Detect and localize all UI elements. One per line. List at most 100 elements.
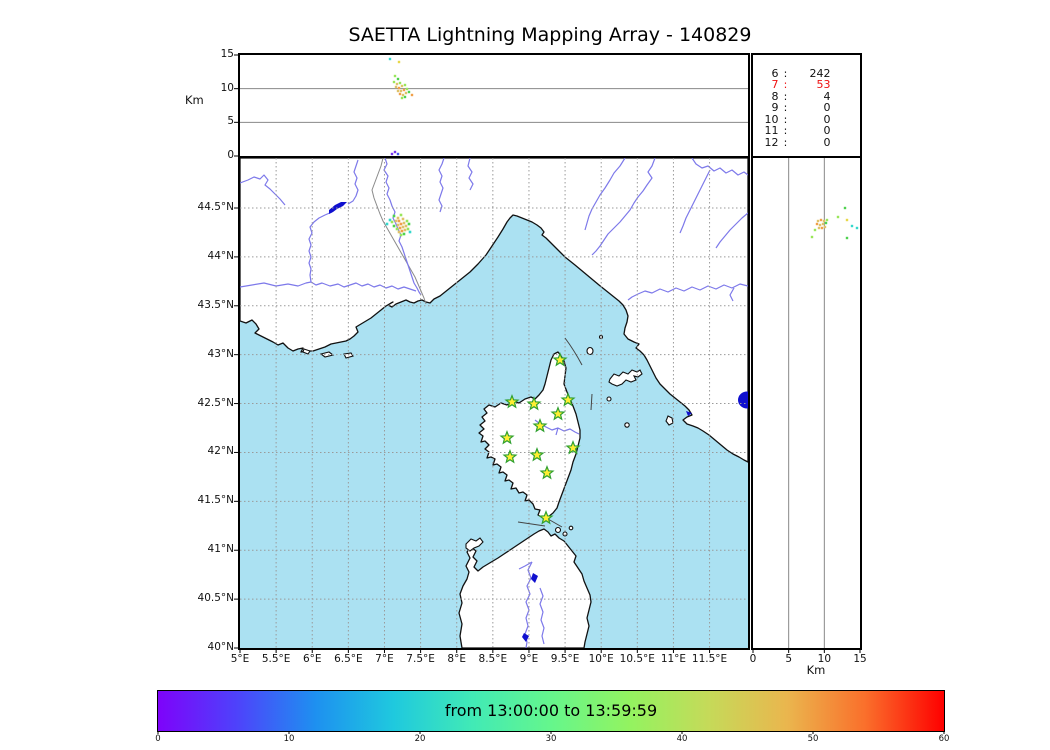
lightning-dot xyxy=(397,60,399,62)
lightning-dot xyxy=(393,74,395,76)
lightning-dot xyxy=(402,221,405,224)
lightning-dot xyxy=(403,83,405,85)
top-km-tick-label: 15 xyxy=(150,48,234,60)
colorbar-time-range-label: from 13:00:00 to 13:59:59 xyxy=(158,691,944,731)
lightning-dot xyxy=(396,152,398,154)
lightning-dot xyxy=(398,81,400,83)
count-row-12: 12:0 xyxy=(753,137,860,149)
lightning-dot xyxy=(399,222,402,225)
lat-tick-label: 41.5°N xyxy=(150,494,234,506)
island-9 xyxy=(666,416,673,425)
colorbar-tick-label: 60 xyxy=(934,734,954,744)
lightning-dot xyxy=(410,93,412,95)
lightning-dot xyxy=(813,228,815,230)
count-value: 0 xyxy=(793,137,831,149)
lightning-dot xyxy=(394,219,397,222)
right-km-tick-label: 5 xyxy=(774,653,804,665)
lightning-dot xyxy=(393,150,395,152)
lightning-dot xyxy=(401,217,404,220)
top-km-tick-label: 0 xyxy=(150,149,234,161)
island-5 xyxy=(587,347,593,354)
lightning-dot xyxy=(817,226,819,228)
coastline-sardinia xyxy=(459,529,591,648)
source-counts-table: 6:2427:538:49:010:011:012:0 xyxy=(753,68,860,149)
lightning-dot xyxy=(388,57,390,59)
lightning-dot xyxy=(400,84,402,86)
altitude-longitude-panel xyxy=(238,53,750,158)
lightning-dot xyxy=(843,206,845,208)
lightning-dot xyxy=(825,218,827,220)
lightning-dot xyxy=(396,223,399,226)
lightning-dot xyxy=(402,232,405,235)
lightning-dot xyxy=(845,236,847,238)
lightning-dot xyxy=(408,230,411,233)
count-row-7: 7:53 xyxy=(753,79,860,91)
lightning-dot xyxy=(394,85,396,87)
lightning-dot xyxy=(855,226,857,228)
altitude-latitude-panel xyxy=(751,156,862,650)
count-station-min: 12 xyxy=(753,137,779,149)
lat-tick-label: 42°N xyxy=(150,445,234,457)
lat-tick-label: 42.5°N xyxy=(150,397,234,409)
lat-tick-label: 44°N xyxy=(150,250,234,262)
lon-tick-label: 11.5°E xyxy=(685,653,735,665)
colorbar-tick-label: 20 xyxy=(410,734,430,744)
coast-segment-2 xyxy=(565,338,582,365)
lightning-dot xyxy=(403,228,406,231)
colorbar-tick-label: 50 xyxy=(803,734,823,744)
right-km-tick-label: 15 xyxy=(845,653,875,665)
figure-canvas: SAETTA Lightning Mapping Array - 140829 … xyxy=(0,0,1050,750)
island-10 xyxy=(321,352,333,357)
lightning-dot xyxy=(407,90,409,92)
lightning-dot xyxy=(396,77,398,79)
island-11 xyxy=(344,353,353,358)
lightning-dot xyxy=(402,88,404,90)
lat-tick-label: 43°N xyxy=(150,348,234,360)
lightning-dot xyxy=(400,229,403,232)
count-row-8: 8:4 xyxy=(753,91,860,103)
top-km-tick-label: 5 xyxy=(150,115,234,127)
lightning-dot xyxy=(836,215,838,217)
lightning-dot xyxy=(399,89,401,91)
lightning-dot xyxy=(397,219,400,222)
lightning-dot xyxy=(395,227,398,230)
count-station-min: 7 xyxy=(753,79,779,91)
island-1 xyxy=(555,527,560,532)
lightning-dot xyxy=(815,222,817,224)
lightning-dot xyxy=(404,224,407,227)
lightning-dot xyxy=(392,214,395,217)
altitude-axis-label-right: Km xyxy=(796,663,836,677)
right-km-tick-label: 10 xyxy=(809,653,839,665)
map-panel xyxy=(238,156,750,650)
map-plot xyxy=(240,158,748,648)
lightning-dot xyxy=(397,230,400,233)
lightning-dot xyxy=(816,219,818,221)
time-colorbar: from 13:00:00 to 13:59:59 xyxy=(157,690,945,732)
lightning-dot xyxy=(401,225,404,228)
island-3 xyxy=(569,526,573,530)
lightning-dot xyxy=(392,80,394,82)
lightning-dot xyxy=(392,224,395,227)
island-7 xyxy=(607,397,611,401)
lightning-dot xyxy=(406,227,409,230)
colorbar-tick-label: 10 xyxy=(279,734,299,744)
lightning-dot xyxy=(823,225,825,227)
colorbar-tick-label: 40 xyxy=(672,734,692,744)
coast-segment-3 xyxy=(591,394,592,410)
lightning-dot xyxy=(810,235,812,237)
lightning-dot xyxy=(407,222,410,225)
lightning-dot xyxy=(398,226,401,229)
altitude-axis-label-top: Km xyxy=(185,93,204,107)
lightning-dot xyxy=(405,219,408,222)
lightning-dot xyxy=(396,89,398,91)
lightning-dot xyxy=(820,226,822,228)
altitude-longitude-plot xyxy=(240,55,748,156)
lightning-dot xyxy=(404,91,406,93)
figure-title: SAETTA Lightning Mapping Array - 140829 xyxy=(240,24,860,46)
lightning-dot xyxy=(824,221,826,223)
lightning-dot xyxy=(403,95,405,97)
lightning-dot xyxy=(390,152,392,154)
count-row-6: 6:242 xyxy=(753,68,860,80)
lightning-dot xyxy=(398,92,400,94)
lightning-dot xyxy=(845,218,847,220)
